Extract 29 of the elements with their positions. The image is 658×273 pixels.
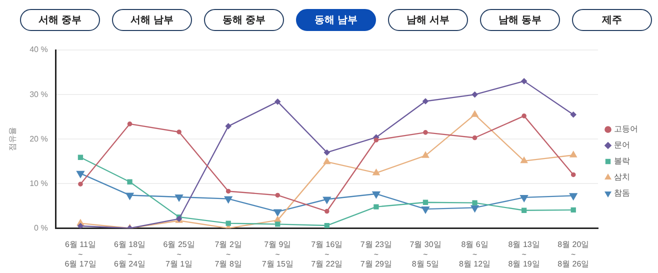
text: 서해 중부	[20, 9, 100, 31]
text: 남해 동부	[480, 9, 560, 31]
x-tick-label: 8월 13일 ~ 8월 19일	[508, 240, 540, 268]
y-tick-label: 40 %	[30, 45, 48, 54]
x-tick-label: 6월 11일 ~ 6월 17일	[64, 240, 96, 268]
x-tick-label: 6월 18일 ~ 6월 24일	[114, 240, 146, 268]
legend-label: 고등어	[614, 124, 638, 134]
text: 동해 남부	[296, 9, 376, 31]
x-tick-label: 7월 16일 ~ 7월 22일	[311, 240, 343, 268]
y-tick-label: 10 %	[30, 178, 48, 188]
x-tick-label: 7월 9일 ~ 7월 15일	[262, 240, 294, 268]
legend-label: 참돔	[614, 188, 630, 198]
y-tick-label: 20 %	[30, 134, 48, 144]
legend-label: 볼락	[614, 156, 630, 166]
text: 동해 중부	[204, 9, 284, 31]
text: 남해 서부	[388, 9, 468, 31]
x-tick-label: 7월 30일 ~ 8월 5일	[410, 240, 442, 268]
text: 제주	[572, 9, 652, 31]
x-tick-label: 7월 2일 ~ 7월 8일	[214, 240, 242, 268]
text: 서해 남부	[112, 9, 192, 31]
legend-label: 문어	[614, 140, 630, 150]
y-tick-label: 0 %	[34, 223, 48, 232]
x-tick-label: 7월 23일 ~ 7월 29일	[360, 240, 392, 268]
y-axis-title: 점유율	[8, 127, 18, 152]
x-tick-label: 8월 6일 ~ 8월 12일	[458, 240, 491, 268]
legend-label: 삼치	[614, 172, 630, 182]
x-tick-label: 6월 25일 ~ 7월 1일	[163, 240, 195, 268]
x-tick-label: 8월 20일 ~ 8월 26일	[558, 240, 590, 268]
y-tick-label: 30 %	[30, 90, 48, 99]
